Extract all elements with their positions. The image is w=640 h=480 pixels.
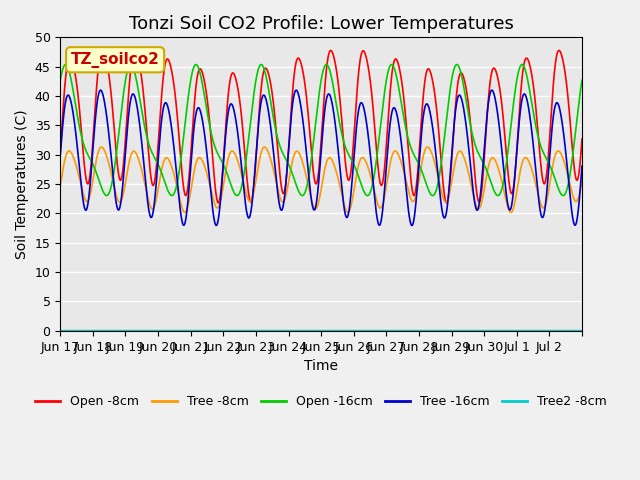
Legend: Open -8cm, Tree -8cm, Open -16cm, Tree -16cm, Tree2 -8cm: Open -8cm, Tree -8cm, Open -16cm, Tree -…: [30, 390, 612, 413]
X-axis label: Time: Time: [304, 359, 338, 373]
Title: Tonzi Soil CO2 Profile: Lower Temperatures: Tonzi Soil CO2 Profile: Lower Temperatur…: [129, 15, 513, 33]
Y-axis label: Soil Temperatures (C): Soil Temperatures (C): [15, 109, 29, 259]
Text: TZ_soilco2: TZ_soilco2: [70, 52, 159, 68]
